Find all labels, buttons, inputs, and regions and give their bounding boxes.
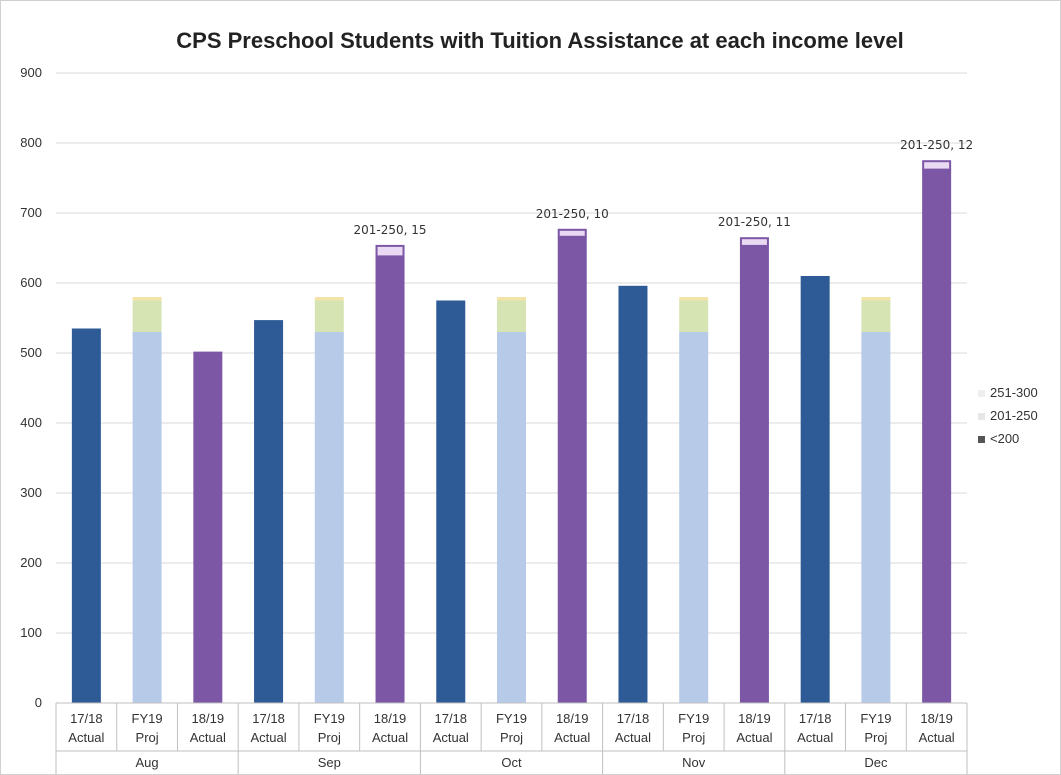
y-tick-label: 400 — [20, 415, 42, 430]
x-tick-label-line2: Proj — [500, 730, 523, 745]
x-tick-label-line1: 18/19 — [738, 711, 771, 726]
bar-segment-under-200 — [436, 300, 466, 703]
bar-segment-under-200 — [739, 245, 769, 703]
y-tick-label: 200 — [20, 555, 42, 570]
x-group-label: Aug — [136, 755, 159, 770]
data-label: 201-250, 11 — [718, 215, 791, 229]
bar-segment-251-300 — [861, 297, 891, 301]
bar-segment-201-250 — [375, 244, 405, 258]
x-tick-label-line1: FY19 — [132, 711, 163, 726]
legend-swatch — [978, 390, 985, 397]
y-tick-label: 300 — [20, 485, 42, 500]
x-group-label: Sep — [318, 755, 341, 770]
x-tick-label-line1: 18/19 — [556, 711, 589, 726]
legend-swatch — [978, 436, 985, 443]
data-label: 201-250, 15 — [354, 223, 427, 237]
axes: 0 100 200 300 400 500 600 700 800 900 17/18 Actual F… — [20, 65, 968, 774]
legend-swatch — [978, 413, 985, 420]
y-tick-label: 800 — [20, 135, 42, 150]
bars — [71, 160, 952, 704]
x-tick-label-line2: Actual — [919, 730, 955, 745]
bar-segment-201-250 — [132, 300, 162, 332]
x-tick-label-line2: Proj — [864, 730, 887, 745]
y-tick-label: 900 — [20, 65, 42, 80]
x-tick-label-line1: 18/19 — [920, 711, 953, 726]
y-tick-label: 0 — [35, 695, 42, 710]
x-tick-label-line1: 17/18 — [434, 711, 467, 726]
bar-segment-251-300 — [132, 297, 162, 301]
y-tick-label: 700 — [20, 205, 42, 220]
bar-segment-under-200 — [193, 351, 223, 703]
y-tick-label: 600 — [20, 275, 42, 290]
bar-segment-under-200 — [557, 236, 587, 704]
y-tick-label: 100 — [20, 625, 42, 640]
bar-segment-under-200 — [861, 332, 891, 703]
x-group-label: Dec — [864, 755, 888, 770]
x-tick-label-line1: 18/19 — [374, 711, 407, 726]
x-tick-label-line1: FY19 — [678, 711, 709, 726]
bar-segment-under-200 — [922, 169, 952, 704]
bar-segment-251-300 — [679, 297, 709, 301]
x-tick-label-line2: Actual — [615, 730, 651, 745]
bar-segment-under-200 — [497, 332, 526, 703]
x-tick-label-line2: Actual — [433, 730, 469, 745]
bar-segment-251-300 — [497, 297, 526, 301]
x-tick-label-line2: Actual — [68, 730, 104, 745]
x-tick-label-line2: Actual — [372, 730, 408, 745]
x-tick-label-line2: Actual — [736, 730, 772, 745]
x-tick-label-line1: FY19 — [496, 711, 527, 726]
bar-segment-under-200 — [132, 332, 162, 703]
x-group-label: Nov — [682, 755, 706, 770]
bar-segment-201-250 — [679, 300, 709, 332]
x-tick-label-line1: 17/18 — [799, 711, 832, 726]
bar-segment-under-200 — [800, 276, 830, 703]
chart-title: CPS Preschool Students with Tuition Assi… — [176, 28, 903, 53]
bar-segment-under-200 — [71, 328, 101, 703]
legend: 251-300 201-250 <200 — [978, 385, 1038, 446]
bar-segment-201-250 — [861, 300, 891, 332]
legend-label: 201-250 — [990, 408, 1038, 423]
x-tick-label-line2: Proj — [682, 730, 705, 745]
bar-segment-201-250 — [314, 300, 344, 332]
x-tick-label-line2: Actual — [190, 730, 226, 745]
legend-label: 251-300 — [990, 385, 1038, 400]
data-label: 201-250, 10 — [536, 207, 609, 221]
x-tick-label-line1: FY19 — [314, 711, 345, 726]
x-tick-label-line2: Proj — [318, 730, 341, 745]
bar-segment-under-200 — [375, 256, 405, 703]
bar-segment-201-250 — [497, 300, 526, 332]
bar-segment-201-250 — [739, 237, 769, 247]
data-label: 201-250, 12 — [900, 138, 973, 152]
bar-segment-under-200 — [679, 332, 709, 703]
x-tick-label-line2: Actual — [250, 730, 286, 745]
bar-segment-under-200 — [254, 320, 284, 703]
bar-segment-251-300 — [314, 297, 344, 301]
x-tick-label-line2: Actual — [797, 730, 833, 745]
bar-segment-201-250 — [557, 228, 587, 238]
bar-segment-under-200 — [618, 285, 648, 703]
x-tick-label-line2: Proj — [136, 730, 159, 745]
bar-segment-under-200 — [314, 332, 344, 703]
y-tick-label: 500 — [20, 345, 42, 360]
x-tick-label-line1: 17/18 — [617, 711, 650, 726]
x-tick-label-line1: 17/18 — [70, 711, 103, 726]
legend-label: <200 — [990, 431, 1019, 446]
x-tick-label-line1: FY19 — [860, 711, 891, 726]
x-group-label: Oct — [501, 755, 522, 770]
bar-segment-201-250 — [922, 160, 952, 171]
x-tick-label-line1: 18/19 — [192, 711, 225, 726]
x-tick-label-line1: 17/18 — [252, 711, 285, 726]
x-tick-label-line2: Actual — [554, 730, 590, 745]
data-labels: 201-250, 15 201-250, 10 201-250, 11 201-250… — [354, 138, 974, 237]
